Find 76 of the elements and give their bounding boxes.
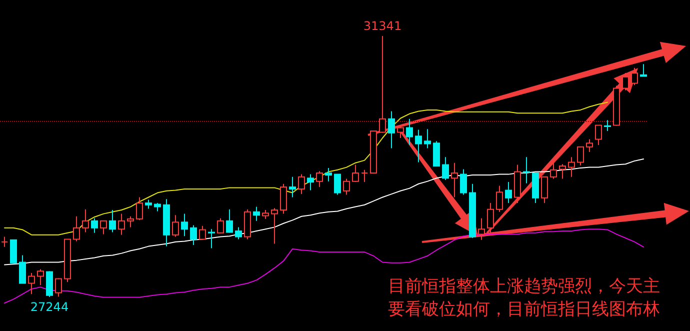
annotation: 27244 (30, 300, 69, 314)
candlestick (109, 209, 116, 233)
candlestick (586, 138, 593, 153)
candlestick (1, 236, 8, 248)
candlestick (352, 164, 359, 182)
candlestick (10, 239, 17, 264)
candlestick (118, 213, 125, 236)
candlestick (136, 196, 143, 221)
candlestick (217, 218, 224, 234)
candlestick (208, 228, 215, 249)
candlestick (388, 110, 395, 149)
candlestick (487, 202, 494, 234)
candlestick (577, 146, 584, 166)
candlestick (631, 67, 638, 86)
candlestick (514, 164, 521, 204)
candlestick (334, 174, 341, 196)
candlestick (64, 238, 71, 282)
candlestick (316, 170, 323, 188)
candlestick (478, 218, 485, 240)
candlestick (307, 174, 314, 191)
candlestick (433, 140, 440, 167)
candlestick (91, 218, 98, 234)
candlestick (559, 164, 566, 180)
candlestick (28, 272, 35, 295)
candlestick (235, 226, 242, 240)
candlestick (82, 208, 89, 233)
candlestick (640, 64, 647, 77)
candlestick (244, 208, 251, 240)
candlestick (55, 278, 62, 298)
candlestick (550, 162, 557, 180)
candlestick (379, 36, 386, 134)
candlestick (370, 130, 377, 174)
candlestick (100, 220, 107, 235)
candlestick (271, 208, 278, 244)
candlestick (163, 198, 170, 247)
candlestick (451, 162, 458, 198)
candlestick (505, 181, 512, 204)
candlestick (298, 174, 305, 195)
candlestick (361, 169, 368, 182)
candlestick (532, 172, 539, 204)
candlestick (622, 72, 629, 91)
candlestick (145, 199, 152, 210)
candlestick (46, 270, 53, 298)
candlestick (460, 168, 467, 196)
annotation: 目前恒指整体上涨趋势强烈，今天主 (388, 276, 660, 296)
candlestick (424, 128, 431, 149)
candlestick (37, 268, 44, 286)
candlestick (325, 167, 332, 182)
candlestick (469, 183, 476, 239)
candlestick (415, 129, 422, 163)
candlestick (73, 216, 80, 242)
candlestick (172, 214, 179, 238)
candlestick (496, 185, 503, 212)
text: 要看破位如何，目前恒指日线图布林 (388, 300, 660, 320)
candlestick (541, 176, 548, 204)
candlestick (595, 124, 602, 146)
candlestick (226, 208, 233, 234)
candlestick (19, 254, 26, 284)
candlestick (406, 118, 413, 146)
candlestick (397, 124, 404, 138)
candlestick (613, 85, 620, 126)
candlestick (199, 225, 206, 240)
candlestick (127, 216, 134, 228)
candlestick (523, 156, 530, 184)
candlestick (154, 202, 161, 212)
candlestick (181, 213, 188, 237)
candlestick (280, 183, 287, 214)
candlestick (604, 120, 611, 132)
candlestick (442, 156, 449, 181)
candlestick (568, 156, 575, 178)
candlestick (343, 178, 350, 196)
annotation: 31341 (363, 19, 402, 33)
candlestick (190, 224, 197, 246)
candlestick (253, 206, 260, 222)
candlestick (262, 209, 269, 220)
candlestick (289, 176, 296, 198)
